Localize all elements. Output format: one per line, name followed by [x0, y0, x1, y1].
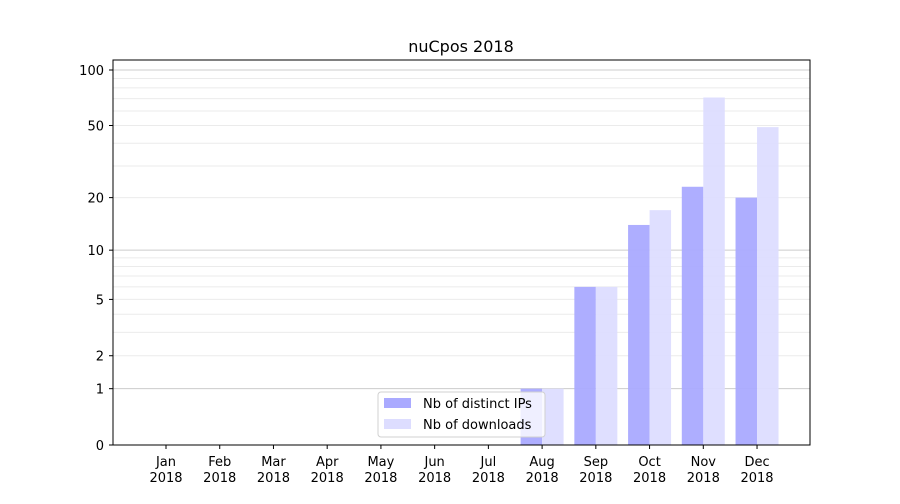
- x-axis: Jan 2018 Feb 2018 Mar 2018 Apr 2018 May 2018 Jun 20…: [149, 445, 774, 486]
- x-tick-label: Apr 2018: [311, 455, 344, 486]
- x-tick-label: Jul 2018: [472, 455, 505, 486]
- y-tick-label: 50: [87, 120, 104, 135]
- x-tick-label: Mar 2018: [257, 455, 290, 486]
- bar-distinct-ips: [628, 224, 650, 445]
- x-tick-label: May 2018: [364, 455, 397, 486]
- bar-distinct-ips: [681, 186, 704, 445]
- bar-distinct-ips: [735, 197, 758, 445]
- legend-swatch: [384, 419, 411, 429]
- x-tick-label: Feb 2018: [203, 455, 236, 486]
- y-tick-label: 100: [79, 64, 104, 79]
- legend-swatch: [384, 398, 411, 408]
- gridlines: [113, 69, 810, 390]
- x-tick-label: Jan 2018: [149, 455, 182, 486]
- x-tick-label: Aug 2018: [526, 455, 559, 486]
- y-tick-label: 10: [87, 244, 104, 259]
- legend-label: Nb of downloads: [423, 418, 532, 433]
- y-tick-label: 20: [87, 192, 104, 207]
- y-axis: 0 1 2 5 10 20 50 100: [79, 64, 113, 454]
- legend-label: Nb of distinct IPs: [423, 397, 532, 412]
- bar-downloads: [542, 388, 564, 445]
- x-tick-label: Oct 2018: [633, 455, 666, 486]
- plot-frame: [112, 59, 811, 446]
- y-tick-label: 2: [96, 350, 104, 365]
- chart-title: nuCpos 2018: [408, 37, 514, 56]
- y-tick-label: 5: [96, 293, 104, 308]
- bar-downloads: [703, 97, 725, 445]
- bar-downloads: [649, 210, 672, 445]
- y-tick-label: 0: [96, 439, 104, 454]
- y-tick-label: 1: [96, 383, 104, 398]
- bar-downloads: [757, 127, 779, 445]
- legend-box: [377, 391, 546, 438]
- x-tick-label: Nov 2018: [687, 455, 720, 486]
- x-tick-label: Jun 2018: [418, 455, 451, 486]
- x-tick-label: Sep 2018: [579, 455, 612, 486]
- bar-downloads: [595, 286, 618, 445]
- x-tick-label: Dec 2018: [740, 455, 773, 486]
- bars: [520, 97, 779, 445]
- legend: Nb of distinct IPs Nb of downloads: [377, 391, 546, 438]
- bar-distinct-ips: [574, 286, 596, 445]
